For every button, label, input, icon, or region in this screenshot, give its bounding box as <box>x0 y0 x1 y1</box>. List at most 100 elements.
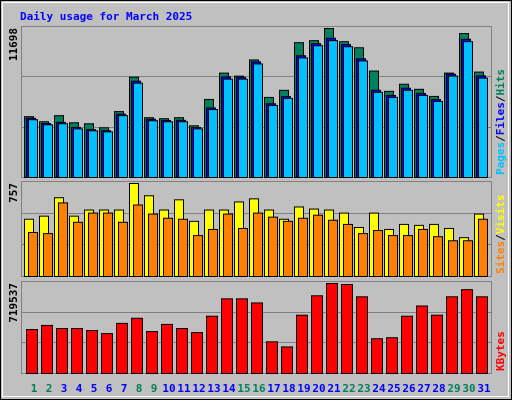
bar <box>43 233 53 277</box>
x-tick-label: 26 <box>402 382 416 395</box>
bar <box>148 120 158 179</box>
x-tick-label: 25 <box>387 382 400 395</box>
bar <box>103 131 113 178</box>
bar <box>401 315 413 375</box>
bar <box>176 327 188 374</box>
bar <box>283 220 293 277</box>
bar <box>416 305 428 374</box>
bar <box>26 329 38 375</box>
bar <box>371 338 383 375</box>
bar <box>433 236 443 278</box>
x-tick-label: 4 <box>76 382 83 395</box>
bar <box>268 105 278 178</box>
bar <box>478 218 488 278</box>
chart-title: Daily usage for March 2025 <box>20 10 192 23</box>
bar <box>388 96 398 178</box>
bar <box>326 283 338 374</box>
x-tick-label: 15 <box>237 382 250 395</box>
x-tick-label: 9 <box>151 382 158 395</box>
x-tick-label: 12 <box>192 382 205 395</box>
bar <box>238 78 248 178</box>
bar <box>41 324 53 374</box>
bar <box>253 212 263 278</box>
bar <box>478 77 488 178</box>
bar <box>341 284 353 375</box>
bar <box>191 332 203 374</box>
x-tick-label: 29 <box>447 382 460 395</box>
bar <box>388 235 398 277</box>
bar <box>223 213 233 277</box>
x-tick-label: 7 <box>121 382 128 395</box>
bar <box>116 322 128 374</box>
y-tick-label: 11698 <box>7 28 20 61</box>
bar <box>311 295 323 375</box>
x-tick-label: 11 <box>177 382 191 395</box>
bar <box>403 235 413 277</box>
bar <box>251 302 263 374</box>
x-tick-label: 21 <box>327 382 341 395</box>
bar <box>118 221 128 278</box>
bar <box>296 314 308 374</box>
legend-separator: / <box>494 135 507 142</box>
bar <box>373 91 383 178</box>
bar <box>476 296 488 374</box>
bar <box>43 124 53 178</box>
bar <box>253 63 263 178</box>
bar <box>356 296 368 374</box>
bevel <box>2 2 509 397</box>
bar <box>101 333 113 375</box>
legend: Sites/Visits <box>494 195 507 275</box>
bar <box>178 121 188 179</box>
bar <box>343 223 353 277</box>
legend-entry: Visits <box>494 195 507 235</box>
bar <box>118 115 128 178</box>
bar <box>88 212 98 278</box>
bar <box>298 217 308 277</box>
bar <box>221 298 233 374</box>
bar <box>343 46 353 178</box>
bar <box>133 204 143 278</box>
bar <box>313 45 323 178</box>
legend-entry: Files <box>494 102 507 135</box>
bar <box>131 317 143 375</box>
bar <box>88 130 98 178</box>
x-tick-label: 27 <box>417 382 430 395</box>
x-tick-label: 18 <box>282 382 295 395</box>
x-tick-label: 19 <box>297 382 310 395</box>
legend-entry: Sites <box>494 241 507 274</box>
bar <box>358 60 368 179</box>
bar <box>58 202 68 277</box>
bar <box>463 240 473 277</box>
x-tick-label: 31 <box>477 382 491 395</box>
bar <box>268 216 278 277</box>
bar <box>193 235 203 277</box>
bar <box>103 212 113 278</box>
bar <box>461 289 473 374</box>
bar <box>358 233 368 277</box>
bar <box>281 346 293 375</box>
bar <box>193 128 203 179</box>
bar <box>223 78 233 178</box>
x-tick-label: 10 <box>162 382 175 395</box>
x-tick-label: 30 <box>462 382 475 395</box>
bar <box>266 341 278 374</box>
bar <box>208 109 218 178</box>
bar <box>86 330 98 374</box>
legend-entry: KBytes <box>494 331 507 371</box>
bar <box>73 221 83 278</box>
legend: Pages/Files/Hits <box>494 69 507 175</box>
legend-entry: Pages <box>494 142 507 175</box>
legend: KBytes <box>494 331 507 371</box>
bar <box>446 296 458 374</box>
x-tick-label: 14 <box>222 382 236 395</box>
bar <box>328 219 338 277</box>
bar <box>163 217 173 277</box>
bar <box>433 100 443 178</box>
x-tick-label: 16 <box>252 382 266 395</box>
bar <box>448 240 458 277</box>
bar <box>56 327 68 374</box>
bar <box>146 331 158 375</box>
bar <box>373 230 383 277</box>
bar <box>206 315 218 375</box>
